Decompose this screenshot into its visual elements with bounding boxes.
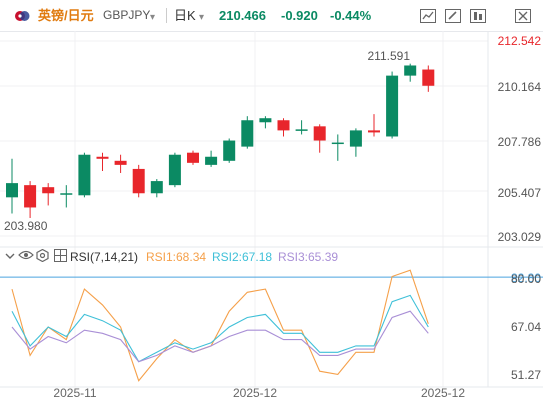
candle-body — [78, 154, 91, 196]
last-price: 210.466 — [219, 8, 266, 23]
symbol-code[interactable]: GBPJPY — [103, 8, 151, 22]
candle-body — [205, 156, 218, 165]
candle-body — [60, 193, 73, 195]
price-axis-label: 210.164 — [498, 80, 542, 94]
candle-body — [150, 181, 163, 194]
period-dropdown-icon[interactable]: ▾ — [199, 12, 205, 23]
toolbar-divider — [166, 8, 167, 23]
rsi3-line — [11, 310, 429, 363]
price-axis-label: 207.786 — [498, 135, 542, 149]
candle-body — [241, 120, 254, 147]
candle-body — [277, 120, 290, 131]
collapse-indicator-icon[interactable] — [4, 250, 16, 264]
candle-body — [24, 185, 37, 208]
price-axis-label: 212.542 — [498, 34, 542, 48]
fullscreen-icon[interactable] — [513, 6, 533, 26]
high-price-label: 211.591 — [368, 49, 411, 63]
candlesticks — [6, 63, 435, 219]
symbol-name[interactable]: 英镑/日元 — [38, 8, 94, 23]
candle-body — [223, 140, 236, 161]
rsi2-line — [11, 294, 429, 363]
candle-body — [42, 187, 55, 194]
candle-body — [349, 130, 362, 147]
gbp-jpy-flag-icon — [15, 11, 30, 21]
candle-body — [132, 168, 145, 194]
rsi-axis-label: 67.04 — [511, 320, 541, 334]
candle-body — [114, 160, 127, 165]
price-change-percent: -0.44% — [330, 8, 372, 23]
rsi3-value: RSI3:65.39 — [278, 250, 339, 264]
rsi1-line — [11, 269, 429, 382]
candle-body — [96, 156, 109, 159]
rsi-panel — [0, 269, 543, 382]
rsi-axis-label: 82.80 — [511, 271, 541, 285]
candle-body — [168, 154, 181, 186]
compare-icon[interactable] — [468, 6, 488, 26]
rsi1-value: RSI1:68.34 — [146, 250, 207, 264]
time-axis-label: 2025-11 — [53, 386, 96, 400]
rsi-axis-label: 51.27 — [511, 368, 541, 382]
time-axis-label: 2025-12 — [421, 386, 465, 400]
candle-body — [313, 126, 326, 141]
indicator-name[interactable]: RSI(7,14,21) — [70, 250, 139, 264]
candle-body — [368, 130, 380, 133]
candle-body — [295, 129, 308, 131]
period-selector[interactable]: 日K — [174, 8, 196, 23]
price-axis-label: 203.029 — [498, 230, 542, 244]
time-axis-label: 2025-12 — [233, 386, 277, 400]
line-chart-icon[interactable] — [418, 6, 438, 26]
rsi-axis-label: 80.00 — [511, 272, 541, 286]
candle-body — [404, 65, 417, 76]
candle-body — [422, 69, 435, 86]
draw-icon[interactable] — [443, 6, 463, 26]
candle-body — [187, 152, 199, 163]
price-axis-label: 205.407 — [498, 186, 542, 200]
price-change: -0.920 — [281, 8, 318, 23]
settings-icon[interactable] — [36, 248, 49, 265]
candle-body — [331, 142, 344, 145]
toolbar: 英镑/日元 GBPJPY ▾ 日K ▾ 210.466 -0.920 -0.44… — [0, 0, 543, 32]
eye-icon[interactable] — [18, 249, 34, 264]
price-chart[interactable]: 212.542 210.164 207.786 205.407 203.029 … — [0, 31, 543, 403]
candle-body — [6, 183, 18, 198]
candle-body — [386, 75, 399, 137]
symbol-dropdown-icon[interactable]: ▾ — [150, 12, 156, 23]
low-price-label: 203.980 — [4, 219, 48, 233]
indicator-menu-icon[interactable] — [54, 249, 67, 265]
candle-body — [259, 118, 272, 123]
rsi2-value: RSI2:67.18 — [212, 250, 273, 264]
